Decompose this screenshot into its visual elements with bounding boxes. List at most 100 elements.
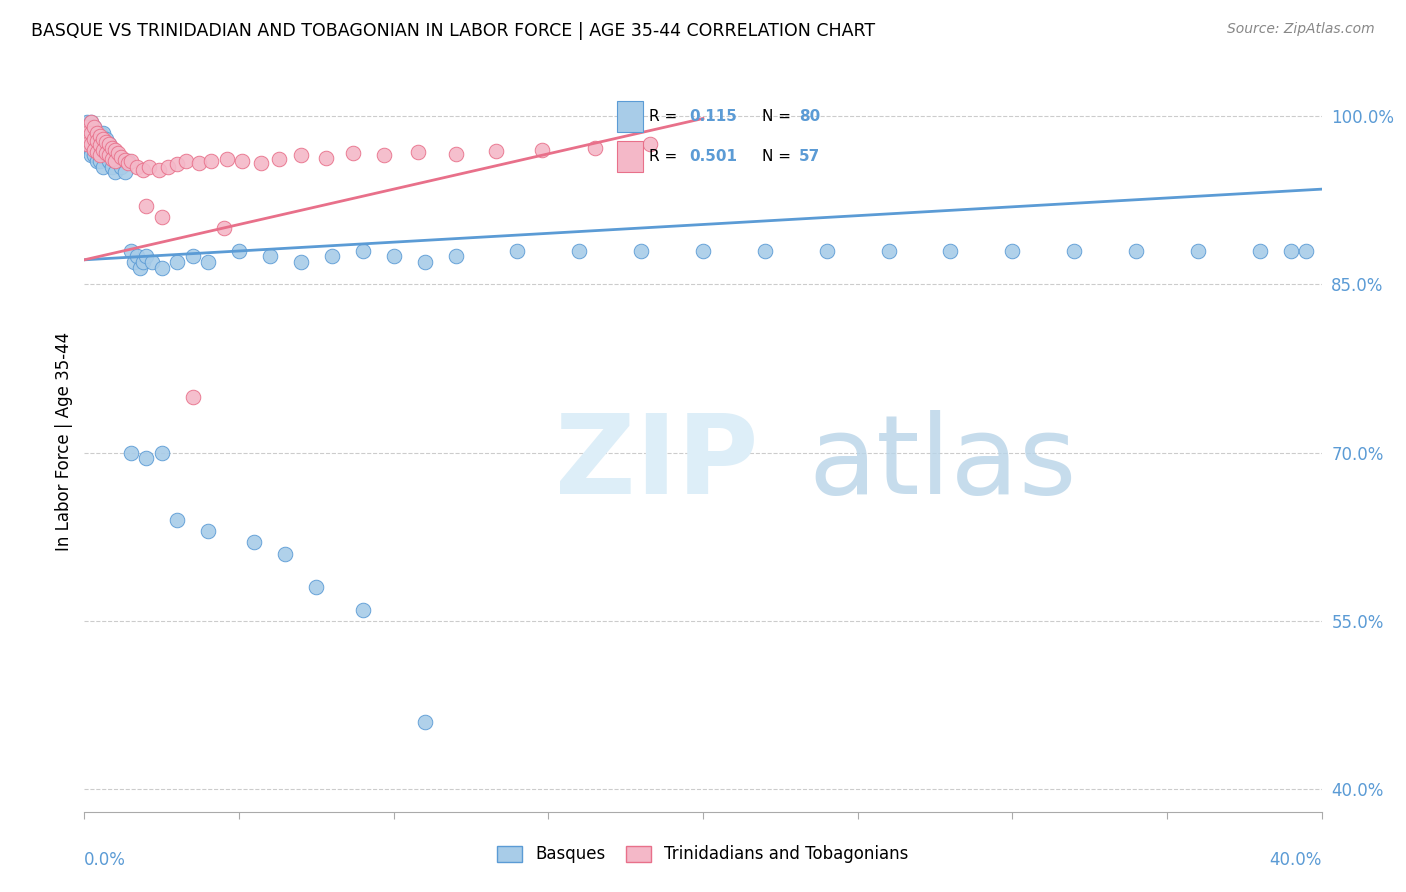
Point <box>83 120 105 135</box>
Point <box>150 210 173 224</box>
Point <box>939 244 962 258</box>
Point <box>89 126 111 140</box>
Point <box>135 451 157 466</box>
Point <box>228 244 250 258</box>
Point <box>83 126 105 140</box>
Point <box>120 446 142 460</box>
Text: 0.115: 0.115 <box>690 109 738 124</box>
Point <box>104 148 127 162</box>
Point <box>166 157 188 171</box>
Point <box>176 154 198 169</box>
Text: 0.0%: 0.0% <box>84 851 127 869</box>
Point <box>89 154 111 169</box>
Point <box>531 143 554 157</box>
Point <box>101 152 124 166</box>
Point <box>86 143 108 157</box>
Point <box>413 255 436 269</box>
Point <box>120 244 142 258</box>
Point <box>86 145 108 160</box>
Point <box>86 134 108 148</box>
Text: 80: 80 <box>799 109 820 124</box>
Point <box>98 137 121 152</box>
Point <box>1063 244 1085 258</box>
Point <box>1001 244 1024 258</box>
Point <box>150 260 173 275</box>
Point <box>877 244 900 258</box>
Point <box>754 244 776 258</box>
Point <box>86 154 108 169</box>
Point <box>135 199 157 213</box>
Point <box>485 144 508 158</box>
Point <box>568 244 591 258</box>
Text: 57: 57 <box>799 149 820 164</box>
Legend: Basques, Trinidadians and Tobagonians: Basques, Trinidadians and Tobagonians <box>491 838 915 870</box>
Point <box>79 143 101 157</box>
Point <box>1295 244 1317 258</box>
Point <box>76 115 98 129</box>
Point <box>91 143 114 157</box>
Point <box>83 137 105 152</box>
Point <box>215 152 238 166</box>
Point <box>101 141 124 155</box>
Point <box>91 126 114 140</box>
Point <box>76 126 98 140</box>
Point <box>231 154 253 169</box>
Point <box>79 126 101 140</box>
Point <box>89 148 111 162</box>
Point <box>89 137 111 152</box>
Point <box>352 603 374 617</box>
Point <box>91 160 114 174</box>
Point <box>692 244 714 258</box>
Point <box>89 138 111 153</box>
Point <box>125 160 148 174</box>
Point <box>104 154 127 169</box>
Point <box>249 156 271 170</box>
Point <box>583 141 606 155</box>
Point <box>1279 244 1302 258</box>
Point <box>408 145 430 160</box>
Point <box>76 120 98 135</box>
Point <box>181 250 204 264</box>
Point <box>94 135 117 149</box>
Point <box>138 160 160 174</box>
Text: Source: ZipAtlas.com: Source: ZipAtlas.com <box>1227 22 1375 37</box>
Point <box>315 151 337 165</box>
Point <box>110 160 132 174</box>
Bar <box>617 102 643 132</box>
Point <box>630 244 652 258</box>
Point <box>104 143 127 157</box>
Point <box>89 129 111 144</box>
Point <box>305 580 328 594</box>
Text: N =: N = <box>762 149 796 164</box>
Point <box>83 131 105 145</box>
Point <box>91 131 114 145</box>
Point <box>101 143 124 157</box>
Point <box>110 150 132 164</box>
Point <box>76 137 98 152</box>
Point <box>506 244 529 258</box>
Bar <box>617 141 643 171</box>
Point <box>98 148 121 162</box>
Text: BASQUE VS TRINIDADIAN AND TOBAGONIAN IN LABOR FORCE | AGE 35-44 CORRELATION CHAR: BASQUE VS TRINIDADIAN AND TOBAGONIAN IN … <box>31 22 875 40</box>
Text: N =: N = <box>762 109 796 124</box>
Point <box>94 146 117 161</box>
Point <box>91 143 114 157</box>
Point <box>352 244 374 258</box>
Point <box>76 126 98 140</box>
Point <box>444 250 467 264</box>
Text: 40.0%: 40.0% <box>1270 851 1322 869</box>
Point <box>815 244 838 258</box>
Point <box>181 390 204 404</box>
Text: R =: R = <box>650 109 682 124</box>
Text: ZIP: ZIP <box>554 410 758 517</box>
Point <box>76 131 98 145</box>
Point <box>1125 244 1147 258</box>
Point <box>156 160 179 174</box>
Point <box>197 524 219 539</box>
Point <box>79 115 101 129</box>
Text: 0.501: 0.501 <box>690 149 738 164</box>
Point <box>76 120 98 135</box>
Point <box>166 513 188 527</box>
Point <box>83 143 105 157</box>
Point <box>86 131 108 145</box>
